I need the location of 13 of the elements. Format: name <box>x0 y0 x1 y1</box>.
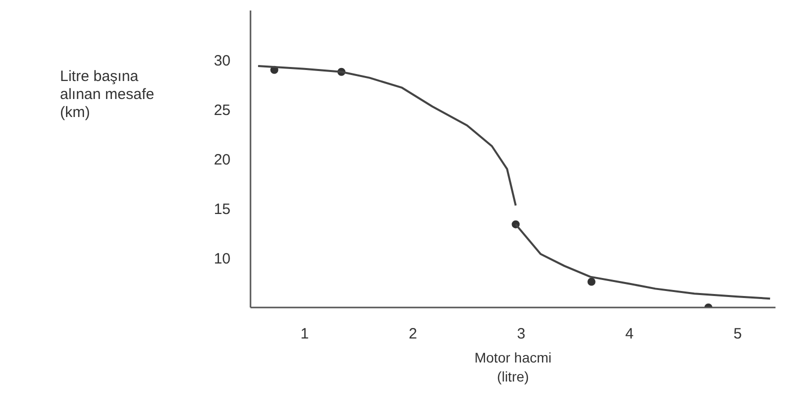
y-tick-label: 20 <box>214 152 231 168</box>
x-tick-label: 1 <box>300 326 309 342</box>
point <box>587 278 596 286</box>
y-tick-label: 15 <box>214 201 231 218</box>
x-tick-label: 2 <box>408 326 418 342</box>
x-tick-label: 4 <box>625 326 634 342</box>
y-tick-label: 30 <box>214 52 231 70</box>
y-tick-label: 25 <box>214 102 231 119</box>
x-tick-label: 5 <box>733 326 742 342</box>
x-tick-label: 3 <box>516 326 526 342</box>
y-axis-title: Litre başına alınan mesafe (km) <box>60 68 154 122</box>
y-tick-label: 10 <box>214 250 231 268</box>
x-axis-title: Motor hacmi (litre) <box>474 350 552 385</box>
